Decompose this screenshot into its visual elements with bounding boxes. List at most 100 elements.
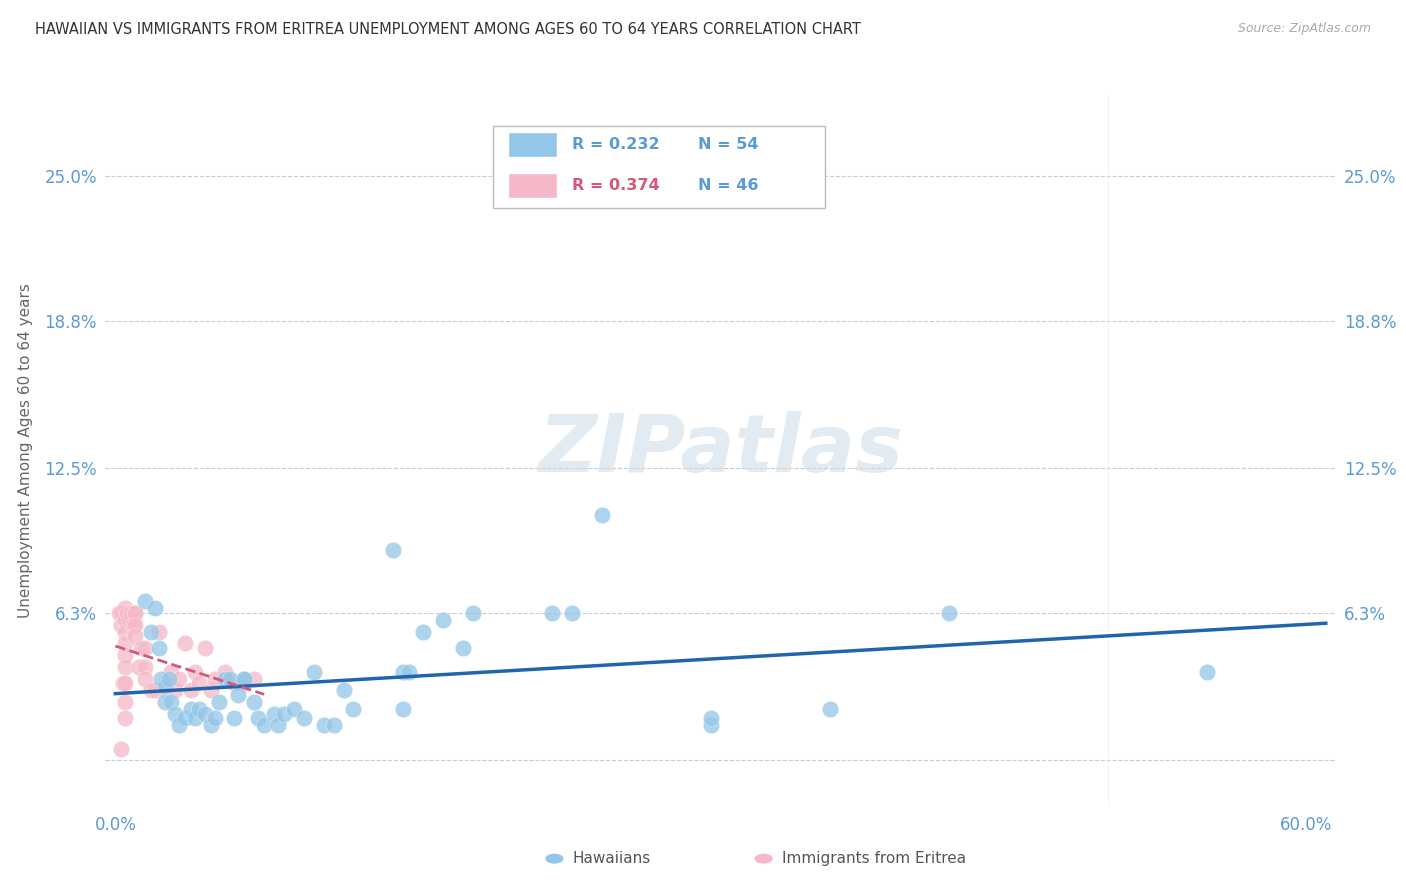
Point (167, 718, 190, 732)
Point (233, 672, 256, 686)
Point (148, 641, 170, 656)
Point (818, 702, 841, 716)
Point (332, 683, 354, 698)
Text: HAWAIIAN VS IMMIGRANTS FROM ERITREA UNEMPLOYMENT AMONG AGES 60 TO 64 YEARS CORRE: HAWAIIAN VS IMMIGRANTS FROM ERITREA UNEM… (35, 22, 860, 37)
Point (157, 672, 180, 686)
Point (392, 665, 415, 679)
Text: ZIPatlas: ZIPatlas (538, 411, 903, 490)
Point (134, 660, 156, 674)
Point (214, 672, 236, 686)
Point (392, 702, 415, 716)
Point (398, 665, 420, 679)
Point (124, 606, 146, 620)
Point (541, 606, 564, 620)
Point (112, 676, 135, 690)
Point (247, 711, 270, 725)
Point (153, 683, 176, 698)
Point (224, 711, 246, 725)
Point (114, 624, 136, 639)
Point (118, 613, 141, 627)
Point (1195, 665, 1218, 679)
Point (292, 711, 315, 725)
Point (267, 718, 290, 732)
Point (561, 606, 583, 620)
Point (283, 702, 305, 716)
Point (432, 613, 454, 627)
Point (110, 741, 132, 756)
Point (163, 683, 186, 698)
Point (120, 606, 142, 620)
Point (114, 695, 136, 709)
Bar (508, 173, 557, 198)
FancyBboxPatch shape (494, 126, 825, 208)
Point (110, 606, 132, 620)
Point (591, 508, 613, 522)
Point (187, 676, 209, 690)
Point (187, 702, 209, 716)
Point (129, 641, 152, 656)
Point (114, 601, 136, 615)
Point (302, 665, 325, 679)
Text: R = 0.232: R = 0.232 (572, 136, 659, 152)
Point (461, 606, 484, 620)
Point (263, 706, 285, 721)
Point (139, 683, 162, 698)
Point (184, 665, 207, 679)
Text: N = 54: N = 54 (699, 136, 759, 152)
Point (117, 606, 139, 620)
Point (233, 672, 256, 686)
Point (173, 636, 195, 650)
Point (228, 688, 250, 702)
Point (114, 711, 136, 725)
Point (153, 676, 176, 690)
Point (938, 606, 960, 620)
Point (167, 672, 190, 686)
Point (253, 718, 276, 732)
Point (114, 676, 136, 690)
Point (124, 606, 146, 620)
Point (224, 676, 246, 690)
Point (173, 711, 195, 725)
Point (114, 636, 136, 650)
Point (243, 672, 266, 686)
Y-axis label: Unemployment Among Ages 60 to 64 years: Unemployment Among Ages 60 to 64 years (18, 283, 34, 618)
Text: Hawaiians: Hawaiians (574, 851, 651, 866)
Point (273, 706, 295, 721)
Point (204, 711, 226, 725)
Point (194, 706, 217, 721)
Text: R = 0.374: R = 0.374 (572, 178, 659, 193)
Point (110, 617, 132, 632)
Circle shape (544, 853, 564, 864)
Point (114, 613, 136, 627)
Point (163, 706, 186, 721)
Point (134, 594, 156, 608)
Point (139, 624, 162, 639)
Point (184, 711, 207, 725)
Point (699, 711, 721, 725)
Point (114, 660, 136, 674)
Point (207, 695, 229, 709)
Text: N = 46: N = 46 (699, 178, 759, 193)
Text: Source: ZipAtlas.com: Source: ZipAtlas.com (1237, 22, 1371, 36)
Point (153, 679, 176, 693)
Point (122, 617, 145, 632)
Point (322, 718, 344, 732)
Point (312, 718, 335, 732)
Point (194, 641, 217, 656)
Point (153, 695, 176, 709)
Point (200, 683, 222, 698)
Point (143, 601, 166, 615)
Point (180, 702, 202, 716)
Point (200, 718, 222, 732)
Point (148, 624, 170, 639)
Point (214, 665, 236, 679)
Point (134, 672, 156, 686)
Point (699, 718, 721, 732)
Point (219, 672, 242, 686)
Point (451, 641, 474, 656)
Point (243, 695, 266, 709)
Point (204, 672, 226, 686)
Point (128, 660, 150, 674)
Point (124, 617, 146, 632)
Bar (508, 131, 557, 157)
